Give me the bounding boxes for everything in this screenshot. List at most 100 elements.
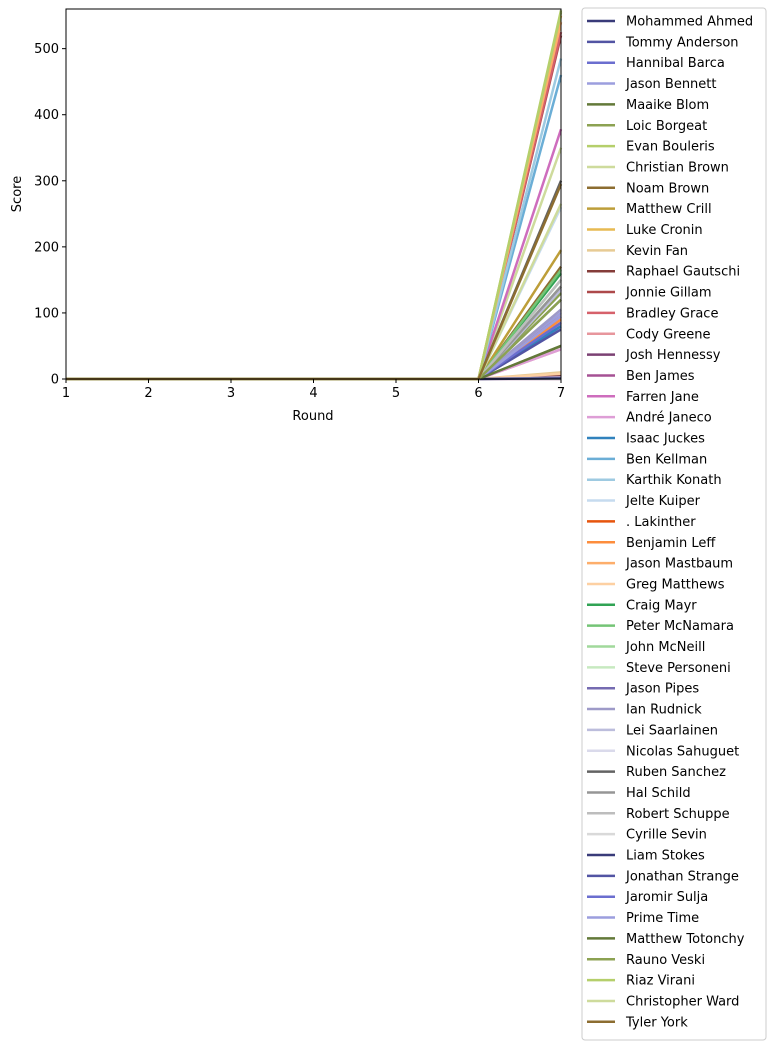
legend-label: Benjamin Leff xyxy=(626,536,716,551)
legend-label: Christian Brown xyxy=(626,160,729,175)
legend-entry: Steve Personeni xyxy=(587,661,731,676)
legend-label: Jason Bennett xyxy=(625,77,717,92)
legend-entry: Ian Rudnick xyxy=(587,703,702,718)
legend-label: Prime Time xyxy=(626,911,699,926)
legend-entry: Benjamin Leff xyxy=(587,536,716,551)
series-line xyxy=(66,15,563,381)
legend-entry: Josh Hennessy xyxy=(587,348,721,363)
legend-label: Kevin Fan xyxy=(626,244,688,259)
legend-entry: Maaike Blom xyxy=(587,98,709,113)
legend-entry: Jelte Kuiper xyxy=(587,494,701,509)
y-axis-label: Score xyxy=(10,176,25,212)
x-tick-label: 6 xyxy=(474,386,482,401)
legend-entry: Cyrille Sevin xyxy=(587,828,707,843)
x-tick-label: 5 xyxy=(392,386,400,401)
legend-label: Mohammed Ahmed xyxy=(626,15,753,30)
legend-entry: Kevin Fan xyxy=(587,244,688,259)
legend-entry: Hal Schild xyxy=(587,786,691,801)
legend-label: Peter McNamara xyxy=(626,619,734,634)
y-tick-label: 500 xyxy=(34,42,59,57)
legend-entry: Farren Jane xyxy=(587,390,699,405)
plot-frame xyxy=(65,8,562,380)
legend-label: Ben James xyxy=(626,369,695,384)
legend-entry: Raphael Gautschi xyxy=(587,265,740,280)
legend-entry: Cody Greene xyxy=(587,327,710,342)
legend-label: André Janeco xyxy=(626,411,712,426)
legend-label: Karthik Konath xyxy=(626,473,722,488)
legend-entry: Loic Borgeat xyxy=(587,119,707,134)
legend-label: Steve Personeni xyxy=(626,661,731,676)
legend-entry: Tommy Anderson xyxy=(587,35,739,50)
legend-label: Isaac Juckes xyxy=(626,432,705,447)
legend-label: . Lakinther xyxy=(626,515,696,530)
legend-entry: Matthew Crill xyxy=(587,202,712,217)
legend-label: Jaromir Sulja xyxy=(625,890,708,905)
legend-entry: Rauno Veski xyxy=(587,953,705,968)
legend: Mohammed Ahmed Tommy Anderson Hannibal Bar… xyxy=(581,7,767,1041)
legend-entry: Hannibal Barca xyxy=(587,56,725,71)
legend-label: Jason Pipes xyxy=(625,682,699,697)
legend-entry: Riaz Virani xyxy=(587,974,695,989)
series-line xyxy=(66,74,563,381)
legend-label: Cody Greene xyxy=(626,327,710,342)
x-tick-label: 4 xyxy=(309,386,317,401)
legend-label: Lei Saarlainen xyxy=(626,723,718,738)
series-line xyxy=(66,58,563,381)
legend-label: Noam Brown xyxy=(626,181,709,196)
legend-label: Ian Rudnick xyxy=(626,703,702,718)
legend-entry: Greg Matthews xyxy=(587,577,725,592)
legend-label: Evan Bouleris xyxy=(626,140,715,155)
legend-label: Maaike Blom xyxy=(626,98,709,113)
legend-entry: Peter McNamara xyxy=(587,619,734,634)
legend-label: Tyler York xyxy=(625,1015,688,1030)
legend-entry: Jonathan Strange xyxy=(587,869,739,884)
legend-entry: Jason Bennett xyxy=(587,77,717,92)
legend-entry: Christopher Ward xyxy=(587,994,739,1009)
legend-entry: Tyler York xyxy=(587,1015,688,1030)
legend-entry: Jaromir Sulja xyxy=(587,890,708,905)
legend-entry: Evan Bouleris xyxy=(587,140,715,155)
legend-label: Greg Matthews xyxy=(626,577,725,592)
series-line xyxy=(66,21,563,381)
legend-label: John McNeill xyxy=(625,640,705,655)
legend-entry: André Janeco xyxy=(587,411,712,426)
legend-label: Josh Hennessy xyxy=(625,348,721,363)
legend-entry: Prime Time xyxy=(587,911,699,926)
legend-label: Christopher Ward xyxy=(626,994,739,1009)
legend-label: Nicolas Sahuguet xyxy=(626,744,739,759)
legend-entry: Bradley Grace xyxy=(587,306,718,321)
legend-entry: Craig Mayr xyxy=(587,598,697,613)
y-axis: 0 100 200 300 400 500 xyxy=(34,42,66,388)
series-line xyxy=(66,12,563,381)
legend-entry: Luke Cronin xyxy=(587,223,703,238)
x-tick-label: 7 xyxy=(557,386,565,401)
legend-label: Ruben Sanchez xyxy=(626,765,726,780)
legend-entry: Ben James xyxy=(587,369,695,384)
legend-entry: Matthew Totonchy xyxy=(587,932,745,947)
legend-label: Loic Borgeat xyxy=(626,119,707,134)
series-line xyxy=(66,31,563,381)
legend-label: Jelte Kuiper xyxy=(625,494,701,509)
x-tick-label: 3 xyxy=(227,386,235,401)
x-tick-label: 1 xyxy=(62,386,70,401)
legend-label: Matthew Totonchy xyxy=(626,932,745,947)
series-line xyxy=(66,10,563,381)
legend-label: Farren Jane xyxy=(626,390,699,405)
legend-label: Matthew Crill xyxy=(626,202,712,217)
legend-label: Riaz Virani xyxy=(626,974,695,989)
legend-entry: Noam Brown xyxy=(587,181,709,196)
x-tick-label: 2 xyxy=(144,386,152,401)
legend-label: Tommy Anderson xyxy=(625,35,739,50)
legend-label: Hal Schild xyxy=(626,786,691,801)
legend-label: Rauno Veski xyxy=(626,953,705,968)
y-tick-label: 100 xyxy=(34,306,59,321)
legend-entry: Jason Mastbaum xyxy=(587,557,733,572)
y-tick-label: 300 xyxy=(34,174,59,189)
legend-label: Cyrille Sevin xyxy=(626,828,707,843)
legend-label: Robert Schuppe xyxy=(626,807,730,822)
legend-entry: Nicolas Sahuguet xyxy=(587,744,739,759)
series-lines xyxy=(66,10,563,381)
y-tick-label: 200 xyxy=(34,240,59,255)
series-line xyxy=(66,35,563,381)
